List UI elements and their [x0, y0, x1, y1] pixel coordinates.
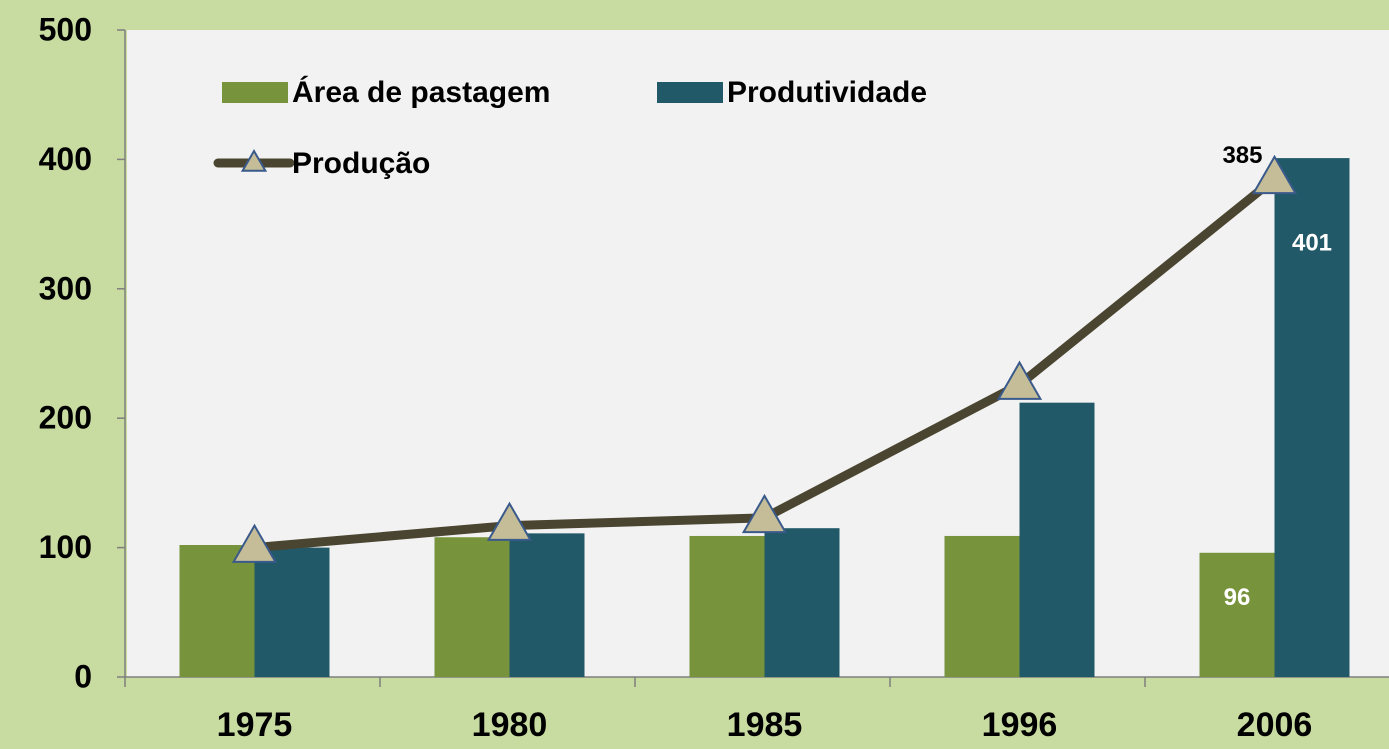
data-label: 96: [1224, 584, 1251, 611]
bar: [1199, 552, 1275, 677]
bar: [1019, 402, 1095, 677]
x-tick-label: 1980: [472, 706, 548, 744]
line-marker: [486, 501, 533, 541]
line-marker: [741, 493, 788, 534]
bar: [509, 533, 585, 677]
data-label: 401: [1292, 229, 1332, 256]
y-tick-label: 0: [74, 658, 92, 694]
legend-swatch: [222, 82, 288, 103]
y-tick-label: 400: [39, 141, 92, 177]
bar: [689, 535, 765, 677]
legend-label: Produtividade: [727, 76, 927, 109]
x-tick-label: 2006: [1237, 706, 1313, 744]
bar: [434, 537, 510, 677]
bar: [1274, 158, 1350, 677]
y-tick-label: 200: [39, 400, 92, 436]
line-marker: [996, 360, 1043, 400]
line-marker: [231, 523, 278, 563]
bar: [179, 545, 255, 677]
x-tick-label: 1985: [727, 706, 803, 744]
x-tick-label: 1996: [982, 706, 1058, 744]
legend-marker: [240, 148, 268, 172]
legend-swatch: [657, 82, 723, 103]
y-tick-label: 100: [39, 529, 92, 565]
legend-label: Produção: [292, 147, 430, 180]
bar: [764, 528, 840, 677]
y-tick-label: 300: [39, 270, 92, 306]
bar: [944, 535, 1020, 677]
line-marker: [1251, 154, 1298, 195]
y-tick-label: 500: [39, 11, 92, 47]
data-label: 385: [1222, 142, 1262, 169]
x-tick-label: 1975: [217, 706, 293, 744]
legend-label: Área de pastagem: [292, 75, 550, 109]
bar: [254, 547, 330, 677]
